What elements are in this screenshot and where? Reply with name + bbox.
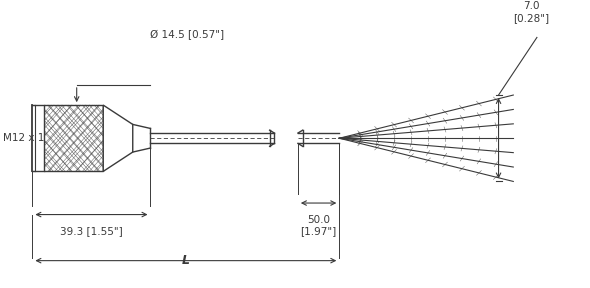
- Text: 50.0
[1.97"]: 50.0 [1.97"]: [300, 215, 337, 236]
- Bar: [44, 105, 103, 171]
- Polygon shape: [103, 105, 133, 171]
- Text: M12 x 1: M12 x 1: [3, 133, 44, 143]
- Text: 7.0
[0.28"]: 7.0 [0.28"]: [513, 1, 549, 23]
- Text: L: L: [182, 254, 190, 267]
- Text: 39.3 [1.55"]: 39.3 [1.55"]: [60, 226, 123, 236]
- Text: Ø 14.5 [0.57"]: Ø 14.5 [0.57"]: [150, 29, 225, 40]
